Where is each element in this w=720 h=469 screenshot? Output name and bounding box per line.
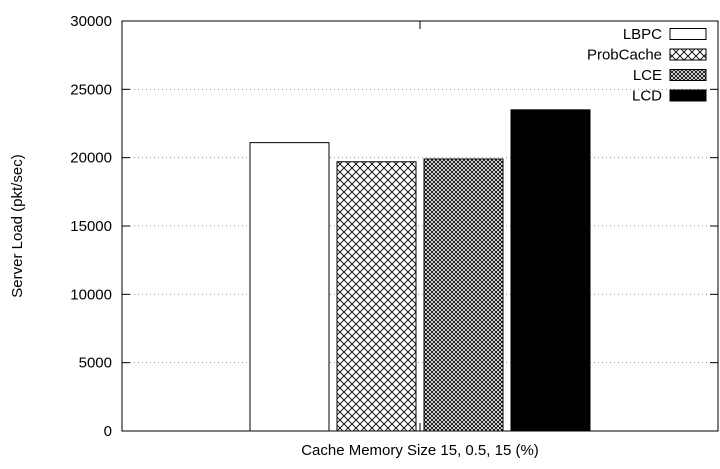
bars xyxy=(249,109,591,432)
y-tick-label: 30000 xyxy=(70,13,112,30)
legend-label: LCE xyxy=(633,67,662,84)
y-tick-label: 25000 xyxy=(70,81,112,98)
bar-probcache xyxy=(336,161,417,432)
plot-area-frame xyxy=(121,20,719,432)
y-tick-label: 0 xyxy=(104,423,112,440)
legend: LBPC ProbCache LCE LCD xyxy=(587,26,707,105)
x-axis-label: Cache Memory Size 15, 0.5, 15 (%) xyxy=(301,442,539,459)
legend-swatch-probcache xyxy=(669,48,707,61)
y-tick-label: 5000 xyxy=(79,355,112,372)
grid-lines xyxy=(122,88,718,364)
bar-lbpc xyxy=(249,142,330,432)
bar-lce xyxy=(423,158,504,432)
y-tick-label: 10000 xyxy=(70,286,112,303)
bar-lcd xyxy=(510,109,591,432)
legend-label: LBPC xyxy=(623,26,662,43)
y-axis-ticks: 0 5000 10000 15000 20000 25000 30000 xyxy=(70,13,718,440)
y-tick-label: 20000 xyxy=(70,150,112,167)
y-axis-label: Server Load (pkt/sec) xyxy=(9,154,26,297)
legend-label: LCD xyxy=(632,88,662,105)
y-tick-label: 15000 xyxy=(70,218,112,235)
legend-swatch-lbpc xyxy=(669,28,707,40)
legend-swatch-lce xyxy=(669,69,707,81)
legend-swatch-lcd xyxy=(669,89,707,102)
legend-label: ProbCache xyxy=(587,47,662,64)
